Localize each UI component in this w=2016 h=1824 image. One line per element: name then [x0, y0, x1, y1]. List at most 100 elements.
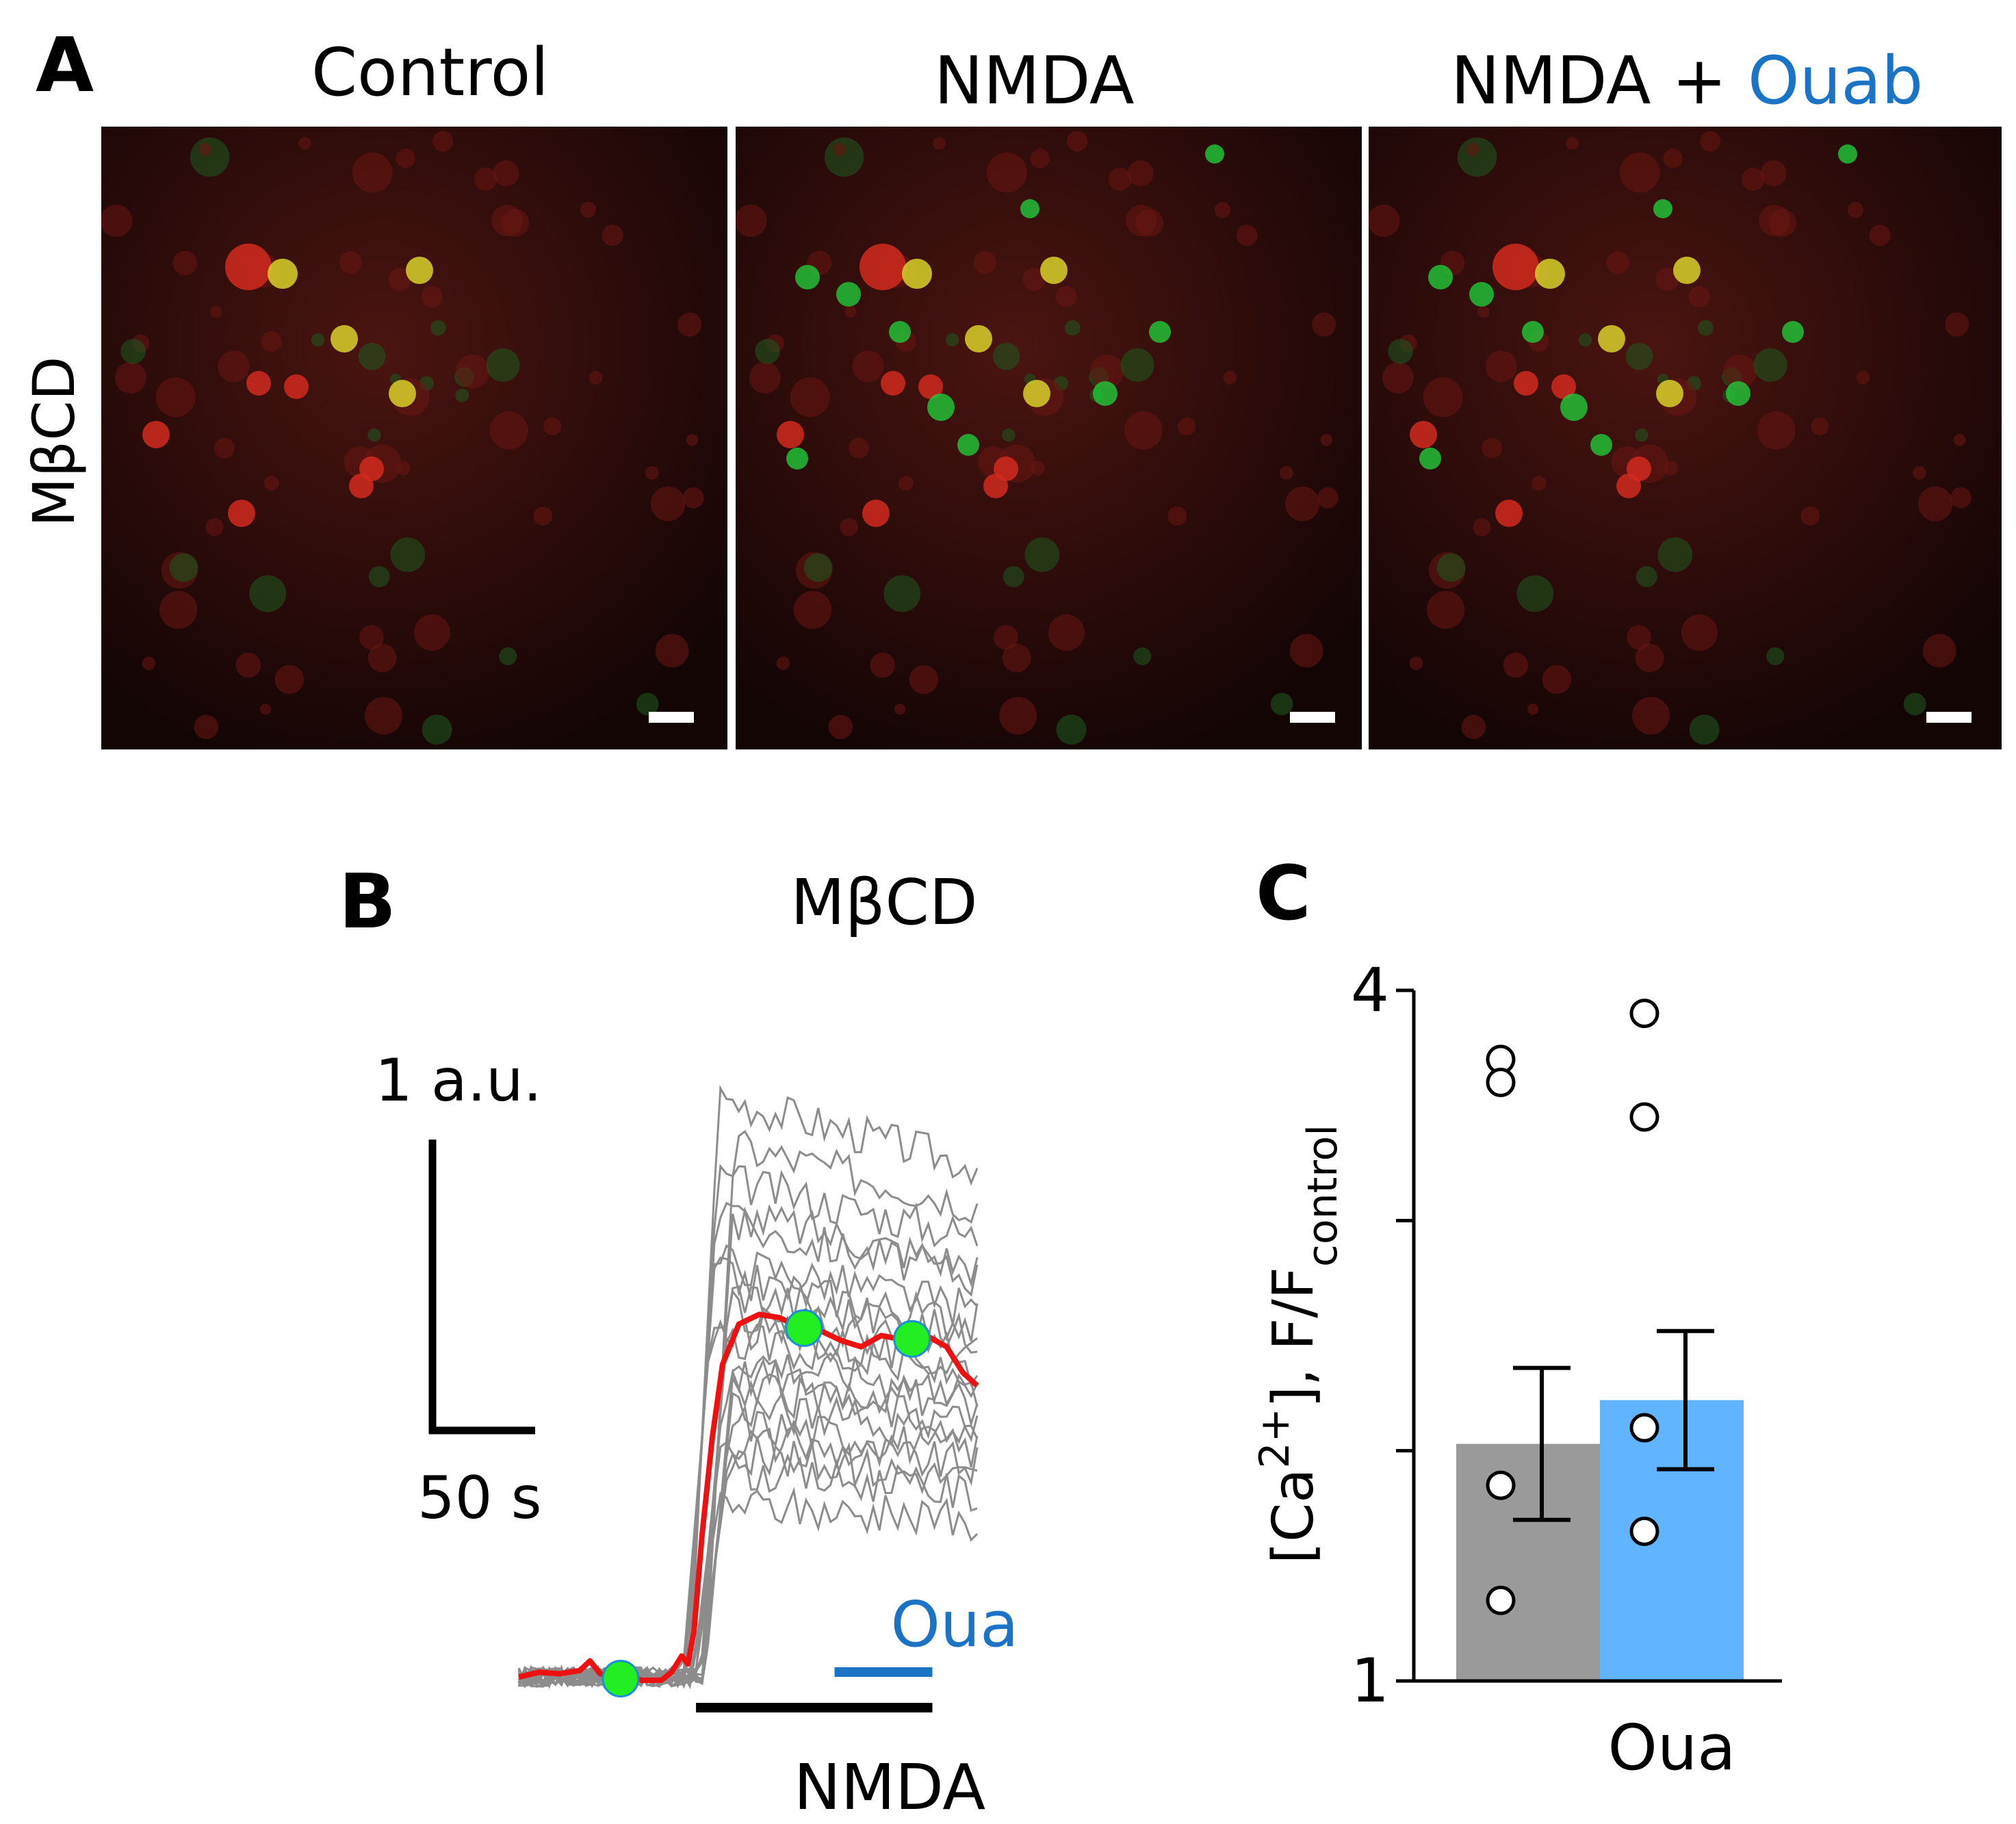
- cell: [1133, 647, 1152, 665]
- cell: [1760, 160, 1787, 187]
- micrograph-nmda-ouab: [1369, 127, 2002, 749]
- data-point: [1629, 999, 1659, 1029]
- cell: [1800, 506, 1820, 526]
- micrograph-nmda: [736, 127, 1362, 749]
- cell: [406, 257, 433, 284]
- cell: [120, 339, 146, 364]
- cell: [992, 342, 1020, 370]
- cell: [755, 339, 780, 364]
- cell: [957, 434, 979, 456]
- cell: [1522, 321, 1544, 343]
- cell: [1127, 160, 1154, 187]
- cell: [1064, 320, 1081, 336]
- cell: [101, 204, 133, 237]
- cell: [331, 325, 358, 352]
- time-marker: [893, 1320, 931, 1358]
- cell: [881, 371, 905, 396]
- cell: [413, 614, 450, 651]
- cell: [1635, 643, 1664, 673]
- cell: [786, 448, 808, 470]
- cell: [455, 354, 490, 389]
- cell: [368, 566, 390, 588]
- cell: [359, 625, 384, 650]
- panel-a-title-prefix: NMDA +: [1451, 42, 1748, 119]
- cell: [311, 333, 325, 347]
- data-points: [1486, 999, 1659, 1615]
- cell: [367, 643, 397, 673]
- cell: [844, 305, 857, 318]
- cell: [1503, 652, 1529, 678]
- cell: [1317, 487, 1339, 509]
- cell: [776, 656, 790, 670]
- cell: [790, 377, 830, 418]
- cell: [1279, 466, 1293, 480]
- cell: [686, 434, 699, 446]
- cell: [1477, 305, 1490, 318]
- panel-a-title-control: Control: [311, 34, 550, 111]
- cell: [795, 265, 820, 290]
- cell: [1108, 167, 1132, 191]
- cell: [1689, 715, 1720, 745]
- cell: [1369, 204, 1400, 237]
- cell: [1697, 320, 1714, 336]
- cell: [852, 350, 884, 383]
- cell: [1838, 144, 1857, 164]
- cell: [1782, 321, 1804, 343]
- individual-trace: [518, 1487, 979, 1687]
- cell: [352, 152, 393, 193]
- cell: [645, 466, 659, 480]
- cell: [263, 476, 279, 491]
- cell: [894, 704, 906, 715]
- y-axis-label-sub: control: [1299, 1125, 1347, 1267]
- panel-a-label: A: [36, 21, 94, 109]
- cell: [1089, 354, 1124, 389]
- mean-trace: [518, 1311, 979, 1683]
- cell: [228, 500, 255, 527]
- cell: [142, 421, 170, 448]
- panel-c-label: C: [1256, 849, 1311, 937]
- cell: [1126, 205, 1157, 237]
- cell: [274, 665, 305, 695]
- cell: [933, 137, 946, 150]
- cell: [1056, 715, 1087, 745]
- cell: [155, 377, 196, 418]
- y-ticks: 14: [1351, 955, 1414, 1716]
- cell: [828, 715, 853, 740]
- cell: [580, 201, 597, 218]
- cell: [749, 361, 781, 394]
- cell: [1466, 142, 1479, 157]
- cell: [1766, 647, 1785, 665]
- cell: [1002, 643, 1031, 673]
- cell: [862, 500, 890, 527]
- scale-y-label: 1 a.u.: [375, 1046, 542, 1115]
- error-bars: [1513, 1328, 1714, 1522]
- y-tick-label: 4: [1351, 955, 1389, 1025]
- cell: [1655, 268, 1679, 291]
- data-point: [1629, 1516, 1659, 1546]
- cell: [1636, 566, 1657, 588]
- data-point: [1629, 1413, 1659, 1443]
- panel-a-row-label: MβCD: [21, 356, 88, 527]
- cell: [1625, 342, 1653, 370]
- cell: [683, 487, 704, 509]
- cell: [284, 374, 309, 399]
- cell: [1426, 591, 1465, 629]
- cell: [1847, 201, 1864, 218]
- cell: [1020, 199, 1039, 218]
- cell: [1024, 537, 1060, 572]
- cell: [1653, 199, 1672, 218]
- panel-b-title: MβCD: [790, 866, 977, 939]
- cell: [1461, 715, 1486, 740]
- cell: [1066, 131, 1088, 152]
- cell: [824, 137, 864, 177]
- data-point: [1486, 1585, 1516, 1615]
- cell: [1627, 625, 1651, 650]
- cell: [836, 282, 861, 307]
- cell: [474, 167, 497, 191]
- data-point: [1486, 1470, 1516, 1500]
- cell: [927, 394, 955, 421]
- cell: [1681, 614, 1718, 651]
- cell: [205, 518, 224, 537]
- cell: [1284, 486, 1320, 522]
- cell: [1722, 354, 1757, 389]
